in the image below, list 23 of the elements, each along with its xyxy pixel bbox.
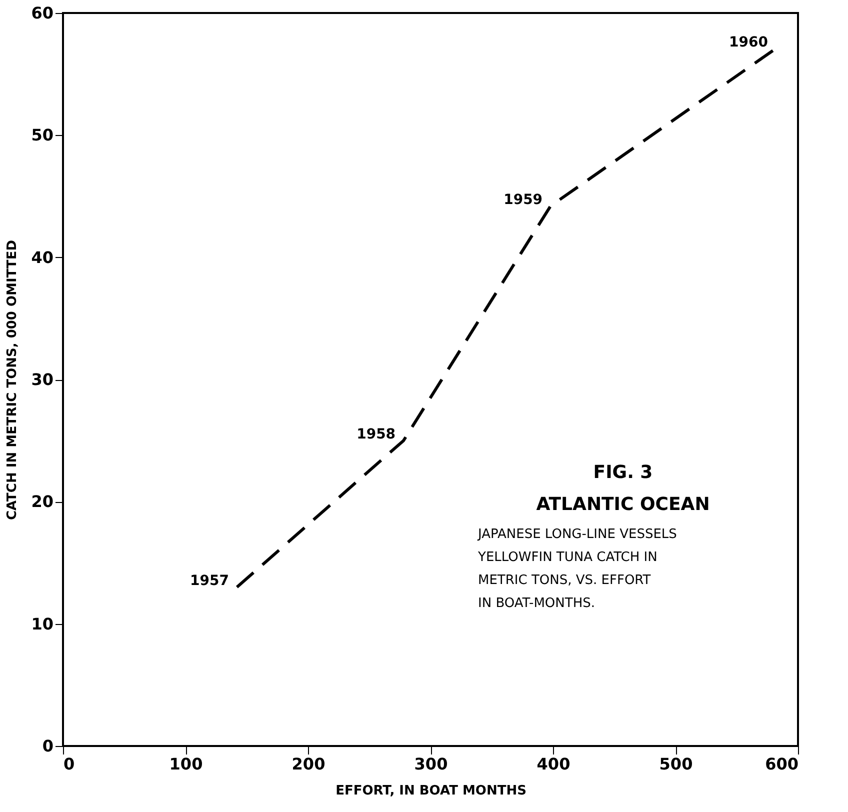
x-tick-label: 600: [765, 754, 798, 774]
y-tick-label: 0: [42, 736, 54, 756]
annotation: 1959: [504, 192, 543, 208]
x-tick-label: 300: [414, 754, 448, 774]
y-tick-label: 20: [31, 492, 54, 512]
annotation: 1957: [190, 573, 229, 590]
y-tick-label: 50: [31, 126, 54, 145]
y-tick-label: 60: [31, 4, 54, 22]
y-tick-label: 10: [31, 614, 54, 634]
y-axis-title: CATCH IN METRIC TONS, 000 OMITTED: [5, 240, 20, 520]
text: ATLANTIC OCEAN: [536, 494, 710, 515]
x-tick-label: 200: [292, 754, 326, 774]
x-tick-label: 400: [536, 754, 570, 774]
text: FIG. 3: [593, 462, 653, 483]
x-tick-label: 500: [659, 754, 693, 774]
x-tick-label: 100: [169, 754, 203, 774]
y-tick-label: 40: [31, 248, 54, 267]
y-tick-label: 30: [31, 370, 54, 389]
x-tick-label: 0: [64, 754, 75, 774]
x-axis-title: EFFORT, IN BOAT MONTHS: [336, 784, 526, 798]
annotation: 1960: [728, 34, 768, 50]
annotation: 1958: [356, 426, 396, 443]
annotation: JAPANESE LONG-LINE VESSELS YELLOWFIN TUNA CATCH IN METRIC TONS, VS. EFFORT IN BOAT-MONTHS.: [477, 527, 677, 611]
